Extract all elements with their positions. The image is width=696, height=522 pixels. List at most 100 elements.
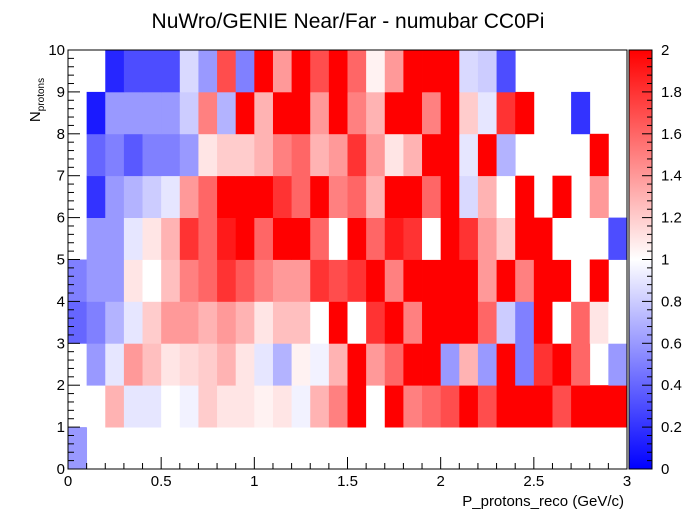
heatmap-cell — [552, 385, 572, 428]
heatmap-cell — [142, 217, 162, 260]
heatmap-cell — [179, 301, 199, 344]
heatmap-cell — [217, 385, 237, 428]
heatmap-cell — [347, 217, 367, 260]
heatmap-cell — [533, 217, 553, 260]
heatmap-cell — [608, 217, 628, 260]
heatmap-cell — [533, 259, 553, 302]
heatmap-cell — [347, 91, 367, 135]
heatmap-cell — [496, 385, 516, 428]
color-scale-ticks: 0 0.2 0.4 0.6 0.8 1 1.2 1.4 1.6 1.8 2 — [642, 42, 682, 478]
y-axis-label-sub: protons — [36, 78, 47, 111]
heatmap-cell — [142, 259, 162, 302]
z-tick-label: 0.6 — [661, 335, 682, 352]
heatmap-cell — [235, 175, 255, 218]
heatmap-cell — [217, 301, 237, 344]
heatmap-cell — [422, 133, 442, 177]
heatmap-cell — [161, 217, 181, 260]
heatmap-cell — [86, 301, 106, 344]
heatmap-cell — [198, 259, 218, 302]
heatmap-cell — [68, 259, 88, 302]
heatmap-cell — [291, 91, 311, 135]
heatmap-cell — [422, 91, 442, 135]
heatmap-cell — [161, 91, 181, 135]
heatmap-cell — [552, 301, 572, 344]
heatmap-cell — [515, 91, 535, 135]
x-tick-label: 2.5 — [523, 473, 544, 490]
heatmap-cell — [161, 385, 181, 428]
heatmap-cell — [347, 259, 367, 302]
heatmap-cell — [161, 259, 181, 302]
x-tick-label: 2 — [436, 473, 444, 490]
heatmap-cell — [403, 133, 423, 177]
y-tick-label: 7 — [57, 168, 65, 185]
heatmap-cell — [142, 385, 162, 428]
y-tick-label: 10 — [48, 42, 65, 59]
heatmap-cell — [86, 91, 106, 135]
heatmap-cell — [515, 217, 535, 260]
heatmap-cell — [403, 301, 423, 344]
heatmap-cell — [142, 133, 162, 177]
y-tick-label: 0 — [57, 461, 65, 478]
heatmap-cell — [217, 91, 237, 135]
heatmap-cell — [589, 133, 609, 177]
heatmap-cell — [161, 343, 181, 386]
y-tick-label: 2 — [57, 377, 65, 394]
y-tick-label: 1 — [57, 419, 65, 436]
heatmap-cells — [68, 50, 628, 470]
heatmap-cell — [272, 301, 292, 344]
heatmap-cell — [291, 175, 311, 218]
heatmap-cell — [459, 91, 479, 135]
heatmap-cell — [608, 343, 628, 386]
heatmap-cell — [384, 301, 404, 344]
heatmap-cell — [217, 175, 237, 218]
heatmap-cell — [440, 133, 460, 177]
z-tick-label: 0 — [661, 461, 669, 478]
heatmap-cell — [310, 50, 330, 93]
heatmap-cell — [422, 175, 442, 218]
heatmap-cell — [459, 385, 479, 428]
y-tick-label: 6 — [57, 210, 65, 227]
heatmap-cell — [68, 301, 88, 344]
heatmap-cell — [328, 50, 348, 93]
heatmap-cell — [459, 259, 479, 302]
heatmap-cell — [310, 301, 330, 344]
y-axis-label-main: N — [27, 111, 44, 122]
heatmap-cell — [254, 91, 274, 135]
heatmap-cell — [440, 259, 460, 302]
heatmap-cell — [123, 175, 143, 218]
y-tick-label: 9 — [57, 84, 65, 101]
heatmap-cell — [403, 50, 423, 93]
heatmap-cell — [272, 259, 292, 302]
x-tick-label: 0.5 — [151, 473, 172, 490]
heatmap-cell — [477, 259, 497, 302]
heatmap-cell — [571, 259, 591, 302]
heatmap-cell — [310, 217, 330, 260]
heatmap-cell — [496, 343, 516, 386]
x-tick-label: 0 — [64, 473, 72, 490]
heatmap-cell — [291, 385, 311, 428]
axis-ticks: 0 0.5 1 1.5 2 2.5 3 0 1 2 3 4 5 6 7 8 9 10 — [48, 42, 631, 490]
heatmap-cell — [459, 175, 479, 218]
x-tick-label: 3 — [623, 473, 631, 490]
chart-title: NuWro/GENIE Near/Far - numubar CC0Pi — [152, 10, 545, 33]
heatmap-cell — [235, 91, 255, 135]
heatmap-cell — [254, 217, 274, 260]
heatmap-cell — [347, 301, 367, 344]
heatmap-cell — [272, 343, 292, 386]
heatmap-cell — [142, 343, 162, 386]
heatmap-cell — [384, 217, 404, 260]
heatmap-cell — [68, 427, 88, 470]
heatmap-cell — [86, 175, 106, 218]
heatmap-cell — [347, 385, 367, 428]
heatmap-cell — [142, 91, 162, 135]
heatmap-cell — [272, 217, 292, 260]
heatmap-cell — [533, 301, 553, 344]
heatmap-cell — [552, 259, 572, 302]
heatmap-cell — [477, 133, 497, 177]
heatmap-cell — [310, 91, 330, 135]
z-tick-label: 1 — [661, 252, 669, 269]
heatmap-cell — [198, 301, 218, 344]
heatmap-cell — [422, 217, 442, 260]
heatmap-cell — [235, 343, 255, 386]
heatmap-cell — [366, 301, 386, 344]
